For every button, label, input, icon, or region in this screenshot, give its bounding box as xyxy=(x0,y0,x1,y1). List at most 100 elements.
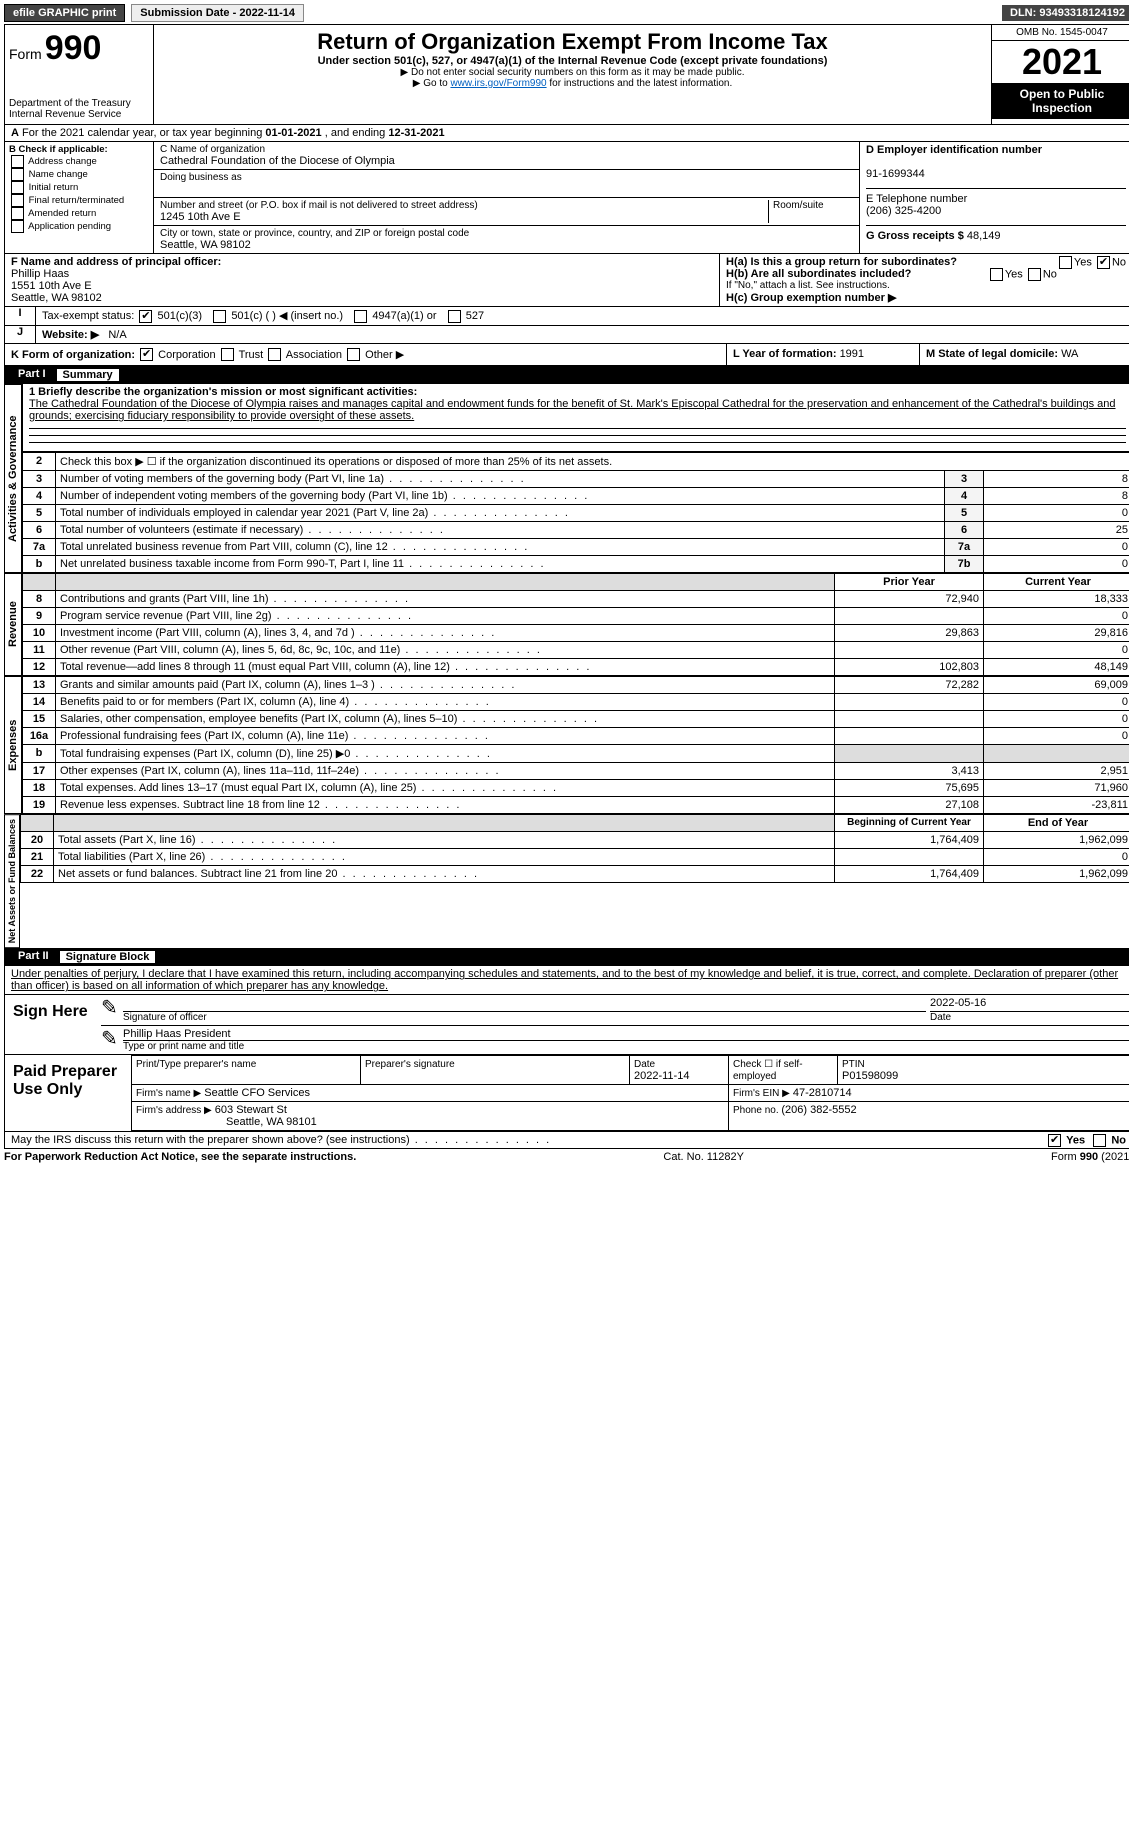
box-h: H(a) Is this a group return for subordin… xyxy=(720,254,1129,306)
cb-hb-yes[interactable] xyxy=(990,268,1003,281)
cb-4947[interactable] xyxy=(354,310,367,323)
cb-trust[interactable] xyxy=(221,348,234,361)
period-end: 12-31-2021 xyxy=(388,127,444,139)
ha-yes: Yes xyxy=(1074,256,1092,268)
firm-ein: 47-2810714 xyxy=(793,1087,852,1099)
row-j: J Website: ▶ N/A xyxy=(4,326,1129,344)
cb-501c3[interactable] xyxy=(139,310,152,323)
row-klm: K Form of organization: Corporation Trus… xyxy=(4,344,1129,367)
box-b: B Check if applicable: Address change Na… xyxy=(5,142,154,253)
table-row: 12Total revenue—add lines 8 through 11 (… xyxy=(23,659,1129,676)
subtitle-2: ▶ Do not enter social security numbers o… xyxy=(158,67,987,78)
box-b-label: B Check if applicable: xyxy=(9,144,108,155)
gross-receipts: 48,149 xyxy=(967,230,1001,242)
officer-name: Phillip Haas xyxy=(11,268,69,280)
print-name-label: Type or print name and title xyxy=(123,1041,1129,1052)
cb-corp[interactable] xyxy=(140,348,153,361)
box-f: F Name and address of principal officer:… xyxy=(5,254,720,306)
cb-amended[interactable] xyxy=(11,207,24,220)
m-label: M State of legal domicile: xyxy=(926,348,1061,360)
cb-initial[interactable] xyxy=(11,181,24,194)
hb-note: If "No," attach a list. See instructions… xyxy=(726,280,1126,291)
cb-hb-no[interactable] xyxy=(1028,268,1041,281)
form-word: Form xyxy=(9,46,42,62)
table-row: 13Grants and similar amounts paid (Part … xyxy=(23,677,1129,694)
b-item-2: Initial return xyxy=(29,182,79,193)
pp-h3: Date xyxy=(634,1059,655,1070)
i-o4: 527 xyxy=(466,310,484,322)
na-hdr-current: End of Year xyxy=(984,815,1129,832)
period-mid: , and ending xyxy=(325,127,389,139)
part1-title: Summary xyxy=(56,368,120,382)
cb-discuss-no[interactable] xyxy=(1093,1134,1106,1147)
revenue-table: Prior Year Current Year 8Contributions a… xyxy=(22,573,1129,676)
cb-assoc[interactable] xyxy=(268,348,281,361)
form-title: Return of Organization Exempt From Incom… xyxy=(158,29,987,55)
org-address: 1245 10th Ave E xyxy=(160,211,768,223)
part1-num: Part I xyxy=(12,368,52,382)
topbar: efile GRAPHIC print Submission Date - 20… xyxy=(4,4,1129,22)
sign-here-label: Sign Here xyxy=(5,995,101,1054)
side-label-gov: Activities & Governance xyxy=(4,384,22,573)
tax-year: 2021 xyxy=(992,41,1129,83)
form-header: Form 990 Department of the Treasury Inte… xyxy=(4,24,1129,125)
org-city: Seattle, WA 98102 xyxy=(160,239,853,251)
footer-right: Form 990 (2021) xyxy=(1051,1151,1129,1163)
cb-501c[interactable] xyxy=(213,310,226,323)
dln-label: DLN: xyxy=(1010,7,1039,19)
cb-final[interactable] xyxy=(11,194,24,207)
g-label: G Gross receipts $ xyxy=(866,230,967,242)
ha-label: H(a) Is this a group return for subordin… xyxy=(726,256,957,268)
e-label: E Telephone number xyxy=(866,193,967,205)
state-domicile: WA xyxy=(1061,348,1078,360)
header-right: OMB No. 1545-0047 2021 Open to Public In… xyxy=(992,25,1129,124)
org-name: Cathedral Foundation of the Diocese of O… xyxy=(160,155,853,167)
box-c: C Name of organization Cathedral Foundat… xyxy=(154,142,860,253)
cb-discuss-yes[interactable] xyxy=(1048,1134,1061,1147)
table-row: 18Total expenses. Add lines 13–17 (must … xyxy=(23,780,1129,797)
j-label: Website: ▶ xyxy=(42,329,99,341)
cb-527[interactable] xyxy=(448,310,461,323)
cb-address-change[interactable] xyxy=(11,155,24,168)
pp-h2: Preparer's signature xyxy=(365,1059,455,1070)
phone-label: Phone no. xyxy=(733,1105,781,1116)
discuss-yes: Yes xyxy=(1066,1135,1085,1147)
mission-text: The Cathedral Foundation of the Diocese … xyxy=(29,398,1116,422)
sub-date-label: Submission Date - xyxy=(140,7,239,19)
i-o3: 4947(a)(1) or xyxy=(372,310,436,322)
section-governance: Activities & Governance 1 Briefly descri… xyxy=(4,384,1129,573)
sub3-post: for instructions and the latest informat… xyxy=(549,78,732,89)
open-to-public: Open to Public Inspection xyxy=(992,83,1129,119)
cb-ha-no[interactable] xyxy=(1097,256,1110,269)
governance-table: 2Check this box ▶ ☐ if the organization … xyxy=(22,452,1129,573)
i-o1: 501(c)(3) xyxy=(157,310,202,322)
dln-value: 93493318124192 xyxy=(1039,7,1125,19)
table-row: 15Salaries, other compensation, employee… xyxy=(23,711,1129,728)
entity-row: B Check if applicable: Address change Na… xyxy=(4,142,1129,254)
sign-here-block: Sign Here ✎ Signature of officer 2022-05… xyxy=(4,995,1129,1055)
cb-name-change[interactable] xyxy=(11,168,24,181)
cb-ha-yes[interactable] xyxy=(1059,256,1072,269)
cb-pending[interactable] xyxy=(11,220,24,233)
pp-h1: Print/Type preparer's name xyxy=(136,1059,256,1070)
na-hdr-prior: Beginning of Current Year xyxy=(835,815,984,832)
irs-link[interactable]: www.irs.gov/Form990 xyxy=(450,78,546,89)
ha-no: No xyxy=(1112,256,1126,268)
may-irs-text: May the IRS discuss this return with the… xyxy=(11,1134,551,1146)
paid-preparer-label: Paid Preparer Use Only xyxy=(5,1055,131,1131)
sign-date-label: Date xyxy=(930,1012,1129,1023)
table-row: 17Other expenses (Part IX, column (A), l… xyxy=(23,763,1129,780)
year-formation: 1991 xyxy=(840,348,864,360)
section-expenses: Expenses 13Grants and similar amounts pa… xyxy=(4,676,1129,814)
officer-addr: 1551 10th Ave E xyxy=(11,280,92,292)
firm-addr1: 603 Stewart St xyxy=(215,1104,287,1116)
side-label-exp: Expenses xyxy=(4,676,22,814)
sub-date-val: 2022-11-14 xyxy=(239,7,295,19)
dln: DLN: 93493318124192 xyxy=(1002,5,1129,21)
cb-other[interactable] xyxy=(347,348,360,361)
table-row: 10Investment income (Part VIII, column (… xyxy=(23,625,1129,642)
l-label: L Year of formation: xyxy=(733,348,840,360)
table-row: 6Total number of volunteers (estimate if… xyxy=(23,522,1129,539)
b-item-0: Address change xyxy=(28,156,97,167)
table-row: 11Other revenue (Part VIII, column (A), … xyxy=(23,642,1129,659)
